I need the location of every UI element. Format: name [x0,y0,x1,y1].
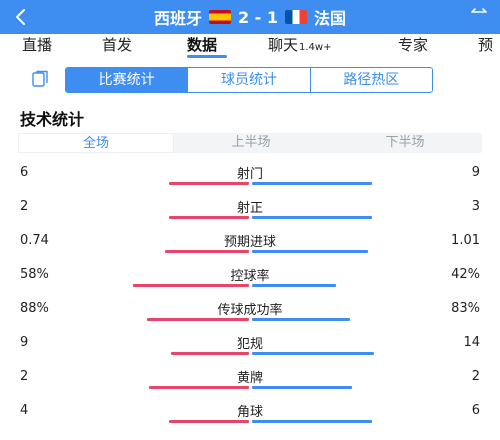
away-stat-value: 83% [451,301,480,316]
away-stat-value: 6 [471,403,480,418]
away-stat-bar [252,420,372,423]
period-first-half[interactable]: 上半场 [231,135,271,150]
tab-expert-label: 专家 [398,36,429,54]
stat-row: 0.74 预期进球 1.01 [0,225,500,259]
stat-row: 4 角球 6 [0,395,500,429]
stat-name: 犯规 [236,337,263,352]
stat-row: 2 黄牌 2 [0,361,500,395]
stat-row: 58% 控球率 42% [0,259,500,293]
away-stat-bar [252,352,374,355]
back-icon[interactable] [8,4,34,30]
stat-name: 预期进球 [223,235,276,250]
stat-row: 2 射正 3 [0,191,500,225]
tab-expert[interactable]: 专家 [398,34,428,58]
stat-row: 88% 传球成功率 83% [0,293,500,327]
away-stat-bar [252,182,372,185]
stat-name: 射门 [236,167,263,182]
spain-flag-icon [208,10,231,24]
away-team-name: 法国 [314,9,347,28]
away-stat-value: 3 [471,199,480,214]
home-stat-value: 9 [20,335,29,350]
away-stat-bar [252,318,350,321]
home-team-name: 西班牙 [153,9,202,28]
tab-lineup[interactable]: 首发 [102,34,132,58]
home-stat-value: 88% [20,301,49,316]
subtab-player-stats[interactable]: 球员统计 [188,68,311,92]
home-stat-bar [169,420,249,423]
tab-prediction[interactable]: 预 [478,34,493,58]
document-icon[interactable] [30,69,50,89]
stat-name: 射正 [236,201,263,216]
active-tab-indicator [187,55,227,58]
tab-live[interactable]: 直播 [22,34,52,58]
home-stat-value: 58% [20,267,49,282]
period-full[interactable]: 全场 [18,133,174,153]
tab-chat[interactable]: 聊天1.4w+ [268,34,331,58]
away-stat-value: 14 [463,335,480,350]
away-stat-bar [252,386,352,389]
stat-name: 传球成功率 [217,303,283,318]
away-stat-value: 42% [451,267,480,282]
match-score-title: 西班牙 2 - 1 法国 [0,0,500,34]
home-stat-value: 2 [20,199,29,214]
away-stat-value: 9 [471,165,480,180]
stat-row: 9 犯规 14 [0,327,500,361]
match-score: 2 - 1 [237,7,279,27]
stat-name: 黄牌 [236,371,263,386]
tab-live-label: 直播 [22,36,53,54]
tab-chat-label: 聊天 [268,36,299,54]
stat-name: 角球 [236,405,263,420]
chat-count-badge: 1.4w+ [299,42,332,53]
home-stat-bar [165,250,249,253]
tab-prediction-label: 预 [478,36,494,54]
tab-data[interactable]: 数据 [187,34,217,58]
home-stat-value: 0.74 [20,233,49,248]
subtab-match-stats[interactable]: 比赛统计 [66,68,189,92]
section-title: 技术统计 [20,110,85,129]
stats-subtabs-bar: 比赛统计 球员统计 路径热区 [0,62,500,98]
home-stat-value: 2 [20,369,29,384]
period-second-half[interactable]: 下半场 [385,135,425,150]
tab-data-label: 数据 [187,36,218,54]
stat-name: 控球率 [230,269,270,284]
home-stat-bar [169,216,249,219]
away-stat-value: 1.01 [451,233,480,248]
away-stat-value: 2 [471,369,480,384]
period-selector: 全场 上半场 下半场 [18,133,482,153]
home-stat-bar [171,352,249,355]
stat-row: 6 射门 9 [0,157,500,191]
stats-segment-control: 比赛统计 球员统计 路径热区 [65,67,433,93]
stats-list: 6 射门 9 2 射正 3 0.74 预期进球 1.01 58% 控球率 42% 88% 传球成功率 83%… [0,157,500,429]
away-stat-bar [252,284,336,287]
away-stat-bar [252,250,368,253]
share-icon[interactable] [466,4,492,30]
tab-lineup-label: 首发 [102,36,133,54]
home-stat-bar [169,182,249,185]
home-stat-value: 4 [20,403,29,418]
home-stat-value: 6 [20,165,29,180]
home-stat-bar [133,284,249,287]
home-stat-bar [147,318,249,321]
france-flag-icon [285,10,308,24]
main-tabs: 直播 首发 数据 聊天1.4w+ 专家 预 [0,34,500,58]
subtab-heatmap[interactable]: 路径热区 [343,72,400,88]
away-stat-bar [252,216,372,219]
match-header: 西班牙 2 - 1 法国 [0,0,500,34]
home-stat-bar [149,386,249,389]
